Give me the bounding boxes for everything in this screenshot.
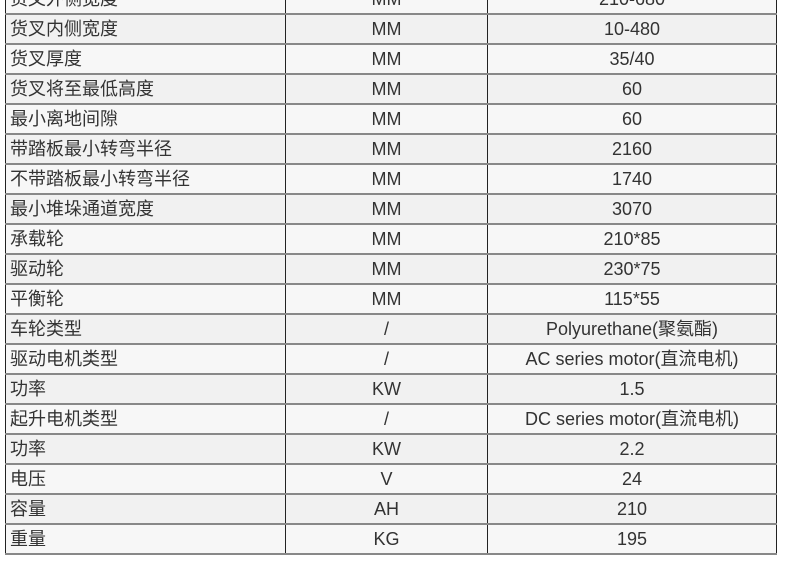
spec-unit-cell: KW [285,434,488,465]
table-row: 最小离地间隙 MM 60 [5,104,777,135]
spec-unit-cell: / [285,314,488,345]
spec-value-cell: DC series motor(直流电机) [487,404,777,435]
table-row: 功率 KW 2.2 [5,434,777,465]
spec-value-cell: 60 [487,74,777,105]
spec-value-cell: 195 [487,524,777,555]
table-row: 驱动电机类型 / AC series motor(直流电机) [5,344,777,375]
spec-unit-cell: MM [285,74,488,105]
spec-name-cell: 货叉外侧宽度 [5,0,286,15]
table-row: 最小堆垛通道宽度 MM 3070 [5,194,777,225]
table-row: 不带踏板最小转弯半径 MM 1740 [5,164,777,195]
spec-value-cell: 1.5 [487,374,777,405]
spec-value-cell: 2.2 [487,434,777,465]
spec-value-cell: 230*75 [487,254,777,285]
spec-name-cell: 最小离地间隙 [5,104,286,135]
spec-name-cell: 车轮类型 [5,314,286,345]
spec-name-cell: 带踏板最小转弯半径 [5,134,286,165]
spec-unit-cell: MM [285,284,488,315]
spec-value-cell: 210-680 [487,0,777,15]
spec-unit-cell: MM [285,104,488,135]
spec-name-cell: 最小堆垛通道宽度 [5,194,286,225]
spec-name-cell: 起升电机类型 [5,404,286,435]
table-row: 承载轮 MM 210*85 [5,224,777,255]
spec-value-cell: 210 [487,494,777,525]
spec-value-cell: 35/40 [487,44,777,75]
spec-unit-cell: / [285,344,488,375]
spec-unit-cell: MM [285,164,488,195]
spec-name-cell: 货叉将至最低高度 [5,74,286,105]
spec-unit-cell: KG [285,524,488,555]
spec-name-cell: 货叉厚度 [5,44,286,75]
spec-value-cell: 24 [487,464,777,495]
table-row: 货叉内侧宽度 MM 10-480 [5,14,777,45]
spec-name-cell: 驱动轮 [5,254,286,285]
table-row: 货叉将至最低高度 MM 60 [5,74,777,105]
spec-value-cell: 10-480 [487,14,777,45]
table-row: 重量 KG 195 [5,524,777,555]
spec-unit-cell: / [285,404,488,435]
spec-name-cell: 货叉内侧宽度 [5,14,286,45]
table-row: 驱动轮 MM 230*75 [5,254,777,285]
table-row: 车轮类型 / Polyurethane(聚氨酯) [5,314,777,345]
table-row: 功率 KW 1.5 [5,374,777,405]
spec-value-cell: 60 [487,104,777,135]
spec-value-cell: Polyurethane(聚氨酯) [487,314,777,345]
spec-unit-cell: AH [285,494,488,525]
spec-value-cell: 3070 [487,194,777,225]
table-row: 货叉外侧宽度MM210-680 [5,0,777,15]
spec-unit-cell: MM [285,224,488,255]
spec-value-cell: 1740 [487,164,777,195]
spec-unit-cell: MM [285,134,488,165]
spec-unit-cell: MM [285,194,488,225]
spec-unit-cell: MM [285,44,488,75]
spec-value-cell: 210*85 [487,224,777,255]
spec-unit-cell: V [285,464,488,495]
spec-value-cell: AC series motor(直流电机) [487,344,777,375]
table-row: 起升电机类型 / DC series motor(直流电机) [5,404,777,435]
spec-value-cell: 2160 [487,134,777,165]
table-row: 平衡轮 MM 115*55 [5,284,777,315]
table-row: 货叉厚度 MM 35/40 [5,44,777,75]
spec-value-cell: 115*55 [487,284,777,315]
spec-name-cell: 驱动电机类型 [5,344,286,375]
spec-unit-cell: KW [285,374,488,405]
table-row: 电压 V 24 [5,464,777,495]
spec-name-cell: 重量 [5,524,286,555]
spec-unit-cell: MM [285,14,488,45]
spec-name-cell: 平衡轮 [5,284,286,315]
spec-name-cell: 容量 [5,494,286,525]
spec-name-cell: 功率 [5,434,286,465]
spec-name-cell: 承载轮 [5,224,286,255]
spec-unit-cell: MM [285,0,488,15]
spec-unit-cell: MM [285,254,488,285]
spec-name-cell: 电压 [5,464,286,495]
spec-name-cell: 功率 [5,374,286,405]
table-row: 带踏板最小转弯半径 MM 2160 [5,134,777,165]
spec-name-cell: 不带踏板最小转弯半径 [5,164,286,195]
spec-table: 货叉外侧宽度MM210-680货叉内侧宽度MM10-480货叉厚度MM35/40… [5,0,777,555]
table-row: 容量 AH 210 [5,494,777,525]
